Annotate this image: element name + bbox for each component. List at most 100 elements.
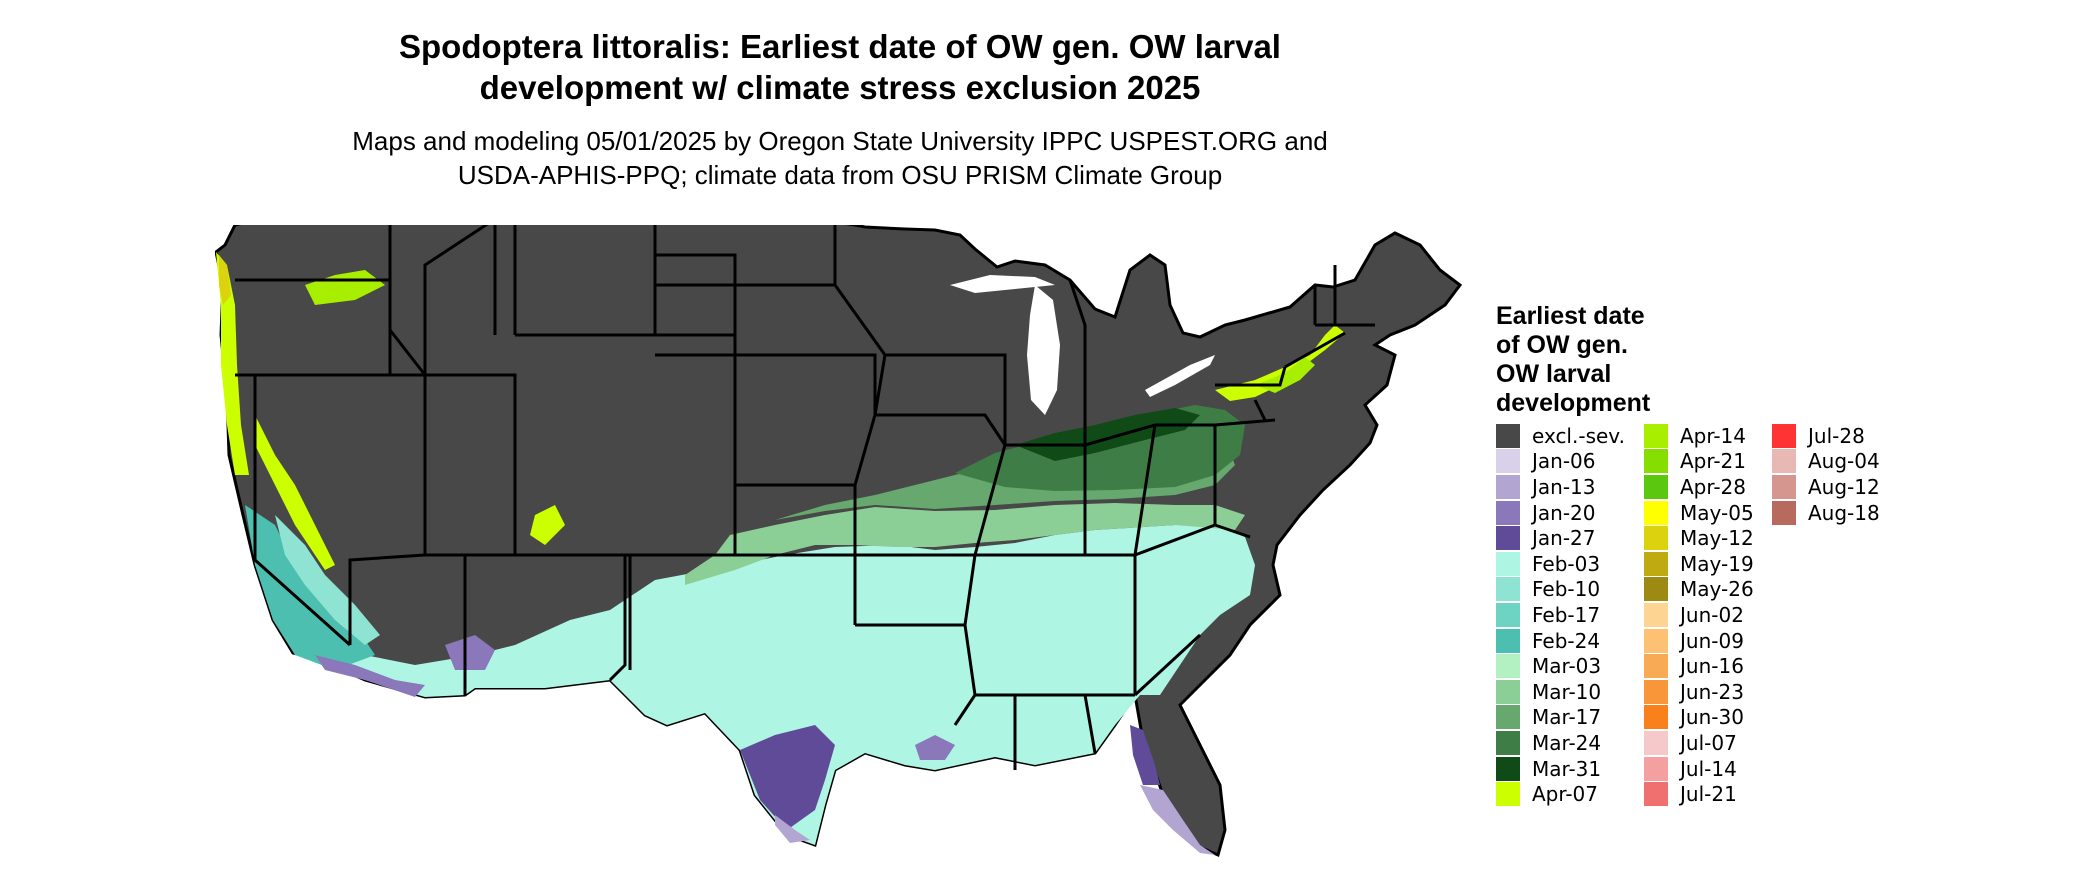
legend-label: May-12 xyxy=(1680,526,1754,551)
legend-swatch xyxy=(1496,526,1520,551)
legend-item: Jun-30 xyxy=(1644,705,1754,731)
legend-label: Aug-04 xyxy=(1808,449,1880,474)
state-borders xyxy=(235,225,1375,770)
legend-column-3: Jul-28 Aug-04 Aug-12 Aug-18 xyxy=(1772,423,1880,525)
legend-label: Aug-12 xyxy=(1808,474,1880,499)
legend-label: Feb-24 xyxy=(1532,628,1601,653)
legend-item: Mar-31 xyxy=(1496,756,1625,782)
legend-item: Feb-03 xyxy=(1496,551,1625,577)
lake-superior xyxy=(950,275,1055,293)
legend-item: excl.-sev. xyxy=(1496,423,1625,449)
legend-swatch xyxy=(1496,577,1520,602)
legend-item: Mar-10 xyxy=(1496,679,1625,705)
legend-label: Jun-02 xyxy=(1680,602,1744,627)
legend-item: Apr-21 xyxy=(1644,449,1754,475)
legend-item: Mar-17 xyxy=(1496,705,1625,731)
legend-item: Jun-23 xyxy=(1644,679,1754,705)
legend-swatch xyxy=(1772,500,1796,525)
legend-item: Jul-21 xyxy=(1644,781,1754,807)
legend-item: Aug-04 xyxy=(1772,449,1880,475)
legend-swatch xyxy=(1496,782,1520,807)
legend-item: Feb-24 xyxy=(1496,628,1625,654)
legend-label: Feb-03 xyxy=(1532,551,1601,576)
legend-label: Mar-03 xyxy=(1532,654,1602,679)
map-subtitle: Maps and modeling 05/01/2025 by Oregon S… xyxy=(290,124,1390,192)
legend-item: Aug-18 xyxy=(1772,500,1880,526)
legend-item: Jan-13 xyxy=(1496,474,1625,500)
legend-label: Mar-10 xyxy=(1532,679,1602,704)
zone-jan20-gulf xyxy=(915,735,955,760)
legend-item: Apr-07 xyxy=(1496,781,1625,807)
legend-swatch xyxy=(1644,756,1668,781)
legend-item: Apr-28 xyxy=(1644,474,1754,500)
title-line-1: Spodoptera littoralis: Earliest date of … xyxy=(399,28,1281,65)
legend-title-line: OW larval xyxy=(1496,360,1612,388)
legend-swatch xyxy=(1496,551,1520,576)
zone-west-coast-mar xyxy=(275,515,380,645)
zone-apr07-ne xyxy=(1215,325,1345,401)
legend-label: Jun-23 xyxy=(1680,679,1744,704)
legend-label: Mar-31 xyxy=(1532,756,1602,781)
title-line-2: development w/ climate stress exclusion … xyxy=(479,69,1201,106)
legend-label: Jan-27 xyxy=(1532,526,1596,551)
zone-jan27-texas xyxy=(740,725,835,830)
zone-mar10 xyxy=(685,503,1245,585)
lake-erie xyxy=(1145,355,1215,397)
zone-nevada-apr xyxy=(530,505,565,545)
map-title: Spodoptera littoralis: Earliest date of … xyxy=(340,26,1340,108)
legend-label: Jan-06 xyxy=(1532,449,1596,474)
legend-swatch xyxy=(1772,474,1796,499)
legend-label: Feb-10 xyxy=(1532,577,1601,602)
legend-swatch xyxy=(1644,526,1668,551)
zone-jan13-florida xyxy=(1140,785,1215,855)
legend-item: May-05 xyxy=(1644,500,1754,526)
legend-label: Jan-20 xyxy=(1532,500,1596,525)
legend-title-line: Earliest date xyxy=(1496,302,1645,330)
legend-item: Feb-17 xyxy=(1496,602,1625,628)
legend-title: Earliest date of OW gen. OW larval devel… xyxy=(1496,302,1716,418)
legend-label: May-05 xyxy=(1680,500,1754,525)
legend-label: Jul-28 xyxy=(1808,423,1865,448)
lake-michigan xyxy=(1027,285,1060,415)
legend-item: Jul-14 xyxy=(1644,756,1754,782)
legend-label: Jun-16 xyxy=(1680,654,1744,679)
zone-pnw-apr xyxy=(216,252,249,475)
legend-item: Mar-24 xyxy=(1496,730,1625,756)
zone-jan27-florida xyxy=(1130,725,1160,785)
legend-swatch xyxy=(1644,423,1668,448)
legend-label: Apr-14 xyxy=(1680,423,1746,448)
legend-label: Mar-17 xyxy=(1532,705,1602,730)
legend-item: Jul-07 xyxy=(1644,730,1754,756)
legend-swatch xyxy=(1496,730,1520,755)
zone-arizona-jan xyxy=(445,635,495,670)
legend-swatch xyxy=(1496,756,1520,781)
legend-swatch xyxy=(1644,782,1668,807)
legend-label: Apr-28 xyxy=(1680,474,1746,499)
zone-mar31 xyxy=(1015,408,1200,461)
legend-swatch xyxy=(1644,551,1668,576)
legend-swatch xyxy=(1496,449,1520,474)
legend-title-line: development xyxy=(1496,389,1651,417)
legend-swatch xyxy=(1644,705,1668,730)
legend-label: Jan-13 xyxy=(1532,474,1596,499)
legend-swatch xyxy=(1644,474,1668,499)
legend-item: Jul-28 xyxy=(1772,423,1880,449)
legend-column-2: Apr-14 Apr-21 Apr-28 May-05 May-12 May-19 May-… xyxy=(1644,423,1754,807)
legend-label: Aug-18 xyxy=(1808,500,1880,525)
legend-label: Jul-21 xyxy=(1680,782,1737,807)
legend-swatch xyxy=(1496,423,1520,448)
legend-swatch xyxy=(1644,449,1668,474)
legend-swatch xyxy=(1644,654,1668,679)
legend-label: Jul-14 xyxy=(1680,756,1737,781)
legend-swatch xyxy=(1644,628,1668,653)
legend-swatch xyxy=(1644,602,1668,627)
legend-item: Mar-03 xyxy=(1496,653,1625,679)
zone-southwest-jan xyxy=(315,655,425,697)
legend-item: May-12 xyxy=(1644,525,1754,551)
legend-item: Jun-09 xyxy=(1644,628,1754,654)
legend-item: Jan-27 xyxy=(1496,525,1625,551)
legend-swatch xyxy=(1496,679,1520,704)
legend-item: Jun-02 xyxy=(1644,602,1754,628)
zone-feb03-south xyxy=(335,525,1255,845)
legend-label: excl.-sev. xyxy=(1532,423,1625,448)
